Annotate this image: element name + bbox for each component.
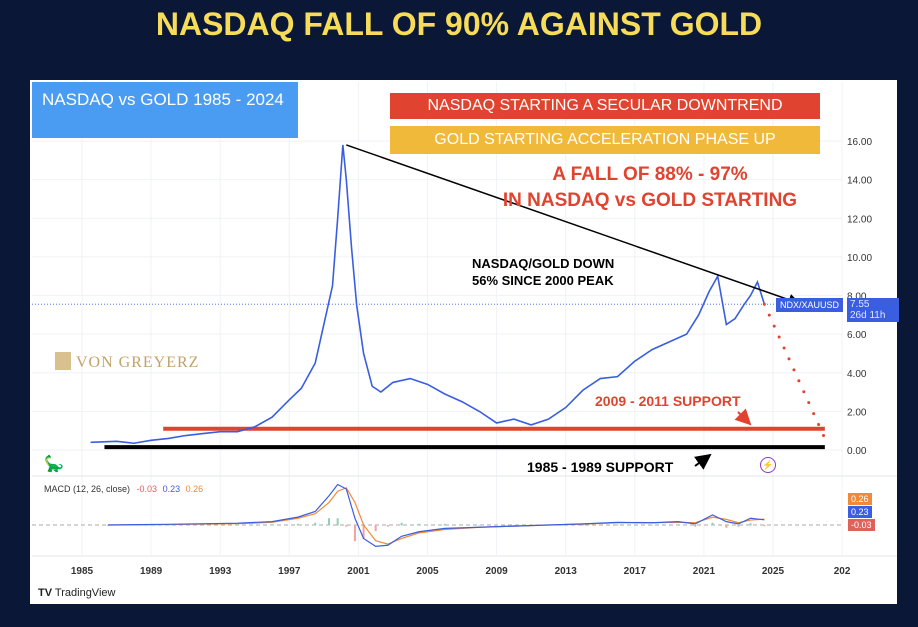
macd-signal-line bbox=[107, 487, 765, 545]
x-tick-label: 2025 bbox=[762, 566, 785, 577]
macd-hist-bar bbox=[443, 523, 446, 526]
headline: NASDAQ FALL OF 90% AGAINST GOLD bbox=[155, 6, 763, 42]
macd-legend: MACD (12, 26, close) -0.03 0.23 0.26 bbox=[44, 484, 203, 494]
macd-hist-bar bbox=[417, 523, 420, 526]
support-1985-arrow bbox=[693, 453, 712, 470]
down-line-2: 56% SINCE 2000 PEAK bbox=[472, 273, 614, 288]
y-tick-label: 4.00 bbox=[847, 369, 867, 380]
countdown: 26d 11h bbox=[850, 310, 886, 321]
fall-line-1: A FALL OF 88% - 97% bbox=[552, 164, 748, 185]
macd-hist-bar bbox=[581, 524, 584, 526]
macd-signal-tag: 0.26 bbox=[848, 493, 872, 505]
macd-hist-value: -0.03 bbox=[136, 484, 158, 494]
macd-hist-bar bbox=[386, 525, 389, 527]
price-tag: 7.55 26d 11h bbox=[847, 298, 899, 322]
x-tick-label: 202 bbox=[834, 566, 851, 577]
x-tick-label: 2009 bbox=[485, 566, 508, 577]
fall-line-2: IN NASDAQ vs GOLD STARTING bbox=[502, 190, 798, 211]
x-tick-label: 1989 bbox=[140, 566, 163, 577]
down-line-1: NASDAQ/GOLD DOWN bbox=[472, 256, 615, 271]
macd-hist-bar bbox=[271, 524, 274, 526]
lightning-icon[interactable]: ⚡ bbox=[760, 457, 776, 473]
support-1985-label: 1985 - 1989 SUPPORT bbox=[527, 459, 674, 475]
macd-hist-bar bbox=[763, 525, 766, 527]
macd-hist-bar bbox=[328, 518, 331, 526]
macd-tag: 0.23 bbox=[848, 506, 872, 518]
x-tick-label: 2021 bbox=[693, 566, 716, 577]
support-2009-arrow bbox=[734, 408, 752, 426]
macd-hist-bar bbox=[749, 523, 752, 526]
x-tick-label: 1993 bbox=[209, 566, 232, 577]
macd-hist-bar bbox=[236, 524, 239, 526]
macd-hist-bar bbox=[106, 525, 109, 526]
y-tick-label: 2.00 bbox=[847, 407, 867, 418]
fall-annotation: A FALL OF 88% - 97% IN NASDAQ vs GOLD ST… bbox=[440, 162, 860, 214]
price-value: 7.55 bbox=[850, 299, 870, 310]
macd-value: 0.23 bbox=[162, 484, 181, 494]
support-2009-label: 2009 - 2011 SUPPORT bbox=[595, 393, 741, 409]
projection-dotted-line bbox=[762, 302, 827, 440]
macd-hist-bar bbox=[345, 525, 348, 527]
y-tick-label: 12.00 bbox=[847, 214, 872, 225]
tradingview-brand: TV TradingView bbox=[38, 587, 115, 599]
macd-line bbox=[107, 483, 765, 547]
y-tick-label: 8.00 bbox=[847, 292, 867, 303]
macd-hist-bar bbox=[616, 524, 619, 526]
trend-arrow bbox=[346, 144, 801, 306]
macd-hist-bar bbox=[651, 525, 654, 526]
macd-hist-bar bbox=[694, 525, 697, 527]
logo-text: VON GREYERZ bbox=[76, 354, 200, 371]
macd-hist-bar bbox=[400, 522, 403, 526]
x-tick-label: 2013 bbox=[555, 566, 578, 577]
x-tick-label: 2001 bbox=[347, 566, 370, 577]
y-tick-label: 10.00 bbox=[847, 253, 872, 264]
symbol-tag: NDX/XAUUSD bbox=[776, 298, 844, 312]
macd-hist-bar bbox=[737, 525, 740, 527]
title-text: NASDAQ vs GOLD 1985 - 2024 bbox=[42, 90, 284, 109]
crest-icon bbox=[55, 352, 71, 370]
macd-hist-bar bbox=[362, 525, 365, 539]
x-tick-label: 2017 bbox=[624, 566, 647, 577]
macd-hist-bar bbox=[478, 525, 481, 526]
macd-hist-bar bbox=[676, 524, 679, 526]
macd-hist-bar bbox=[353, 525, 356, 542]
macd-signal-value: 0.26 bbox=[185, 484, 204, 494]
macd-title: MACD (12, 26, close) bbox=[44, 484, 131, 494]
downtrend-text: NASDAQ STARTING A SECULAR DOWNTREND bbox=[427, 97, 783, 114]
gold-text: GOLD STARTING ACCELERATION PHASE UP bbox=[434, 131, 776, 148]
x-tick-label: 2005 bbox=[416, 566, 439, 577]
y-tick-label: 0.00 bbox=[847, 446, 867, 457]
macd-hist-bar bbox=[374, 525, 377, 532]
x-tick-label: 1997 bbox=[278, 566, 301, 577]
y-tick-label: 14.00 bbox=[847, 176, 872, 187]
down-annotation: NASDAQ/GOLD DOWN 56% SINCE 2000 PEAK bbox=[472, 255, 614, 289]
downtrend-box: NASDAQ STARTING A SECULAR DOWNTREND bbox=[390, 93, 820, 119]
macd-hist-tag: -0.03 bbox=[848, 519, 875, 531]
macd-hist-bar bbox=[296, 523, 299, 526]
macd-hist-bar bbox=[336, 518, 339, 526]
von-greyerz-logo: VON GREYERZ bbox=[55, 352, 199, 372]
x-tick-label: 1985 bbox=[71, 566, 94, 577]
macd-hist-bar bbox=[725, 525, 728, 528]
brand-text: TradingView bbox=[54, 587, 116, 599]
macd-hist-bar bbox=[314, 522, 317, 526]
dino-icon: 🦕 bbox=[44, 456, 64, 473]
title-box: NASDAQ vs GOLD 1985 - 2024 bbox=[32, 82, 298, 138]
gold-box: GOLD STARTING ACCELERATION PHASE UP bbox=[390, 126, 820, 154]
macd-hist-bar bbox=[711, 522, 714, 526]
y-tick-label: 16.00 bbox=[847, 137, 872, 148]
macd-hist-bar bbox=[512, 525, 515, 526]
y-tick-label: 6.00 bbox=[847, 330, 867, 341]
tradingview-logo-icon: TV bbox=[38, 587, 53, 599]
chart-panel bbox=[30, 80, 897, 604]
